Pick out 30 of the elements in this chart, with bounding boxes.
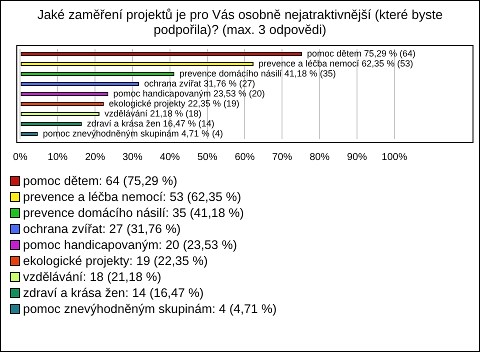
x-tick-label: 50% [197, 152, 218, 163]
data-label: pomoc znevýhodněným skupinám 4,71 % (4) [42, 128, 223, 138]
x-tick-label: 100% [382, 152, 408, 163]
data-label: prevence domácího násilí 41,18 % (35) [179, 68, 336, 78]
data-label: prevence a léčba nemocí 62,35 % (53) [258, 58, 414, 68]
legend-label: pomoc dětem: 64 (75,29 %) [23, 173, 178, 189]
data-label: zdraví a krása žen 16,47 % (14) [86, 118, 214, 128]
legend-label: zdraví a krása žen: 14 (16,47 %) [23, 285, 204, 301]
legend-label: vzdělávání: 18 (21,18 %) [23, 269, 162, 285]
data-label: ekologické projekty 22,35 % (19) [108, 98, 240, 108]
x-tick-label: 0% [13, 152, 28, 163]
chart-title: Jaké zaměření projektů je pro Vás osobně nejatraktivnější (které byste podpořila)? (max. 3 odpovědi) [36, 6, 444, 39]
x-tick-label: 10% [48, 152, 68, 163]
legend-label: pomoc handicapovaným: 20 (23,53 %) [23, 237, 238, 253]
x-tick-label: 30% [122, 152, 143, 163]
legend-label: prevence a léčba nemocí: 53 (62,35 %) [23, 189, 242, 205]
data-label: pomoc dětem 75,29 % (64) [306, 48, 416, 58]
legend-label: prevence domácího násilí: 35 (41,18 %) [23, 205, 244, 221]
x-tick-label: 70% [272, 152, 292, 163]
legend-label: pomoc znevýhodněným skupinám: 4 (4,71 %) [23, 301, 277, 317]
data-label: vzdělávání 21,18 % (18) [104, 108, 202, 118]
x-tick-label: 60% [234, 152, 255, 163]
x-tick-label: 40% [160, 152, 180, 163]
legend-label: ochrana zvířat: 27 (31,76 %) [23, 221, 181, 237]
data-label: ochrana zvířat 31,76 % (27) [144, 78, 256, 88]
legend-label: ekologické projekty: 19 (22,35 %) [23, 253, 208, 269]
x-tick-label: 80% [310, 152, 330, 163]
x-tick-label: 20% [85, 152, 106, 163]
data-label: pomoc handicapovaným 23,53 % (20) [113, 88, 265, 98]
x-tick-label: 90% [346, 152, 368, 163]
